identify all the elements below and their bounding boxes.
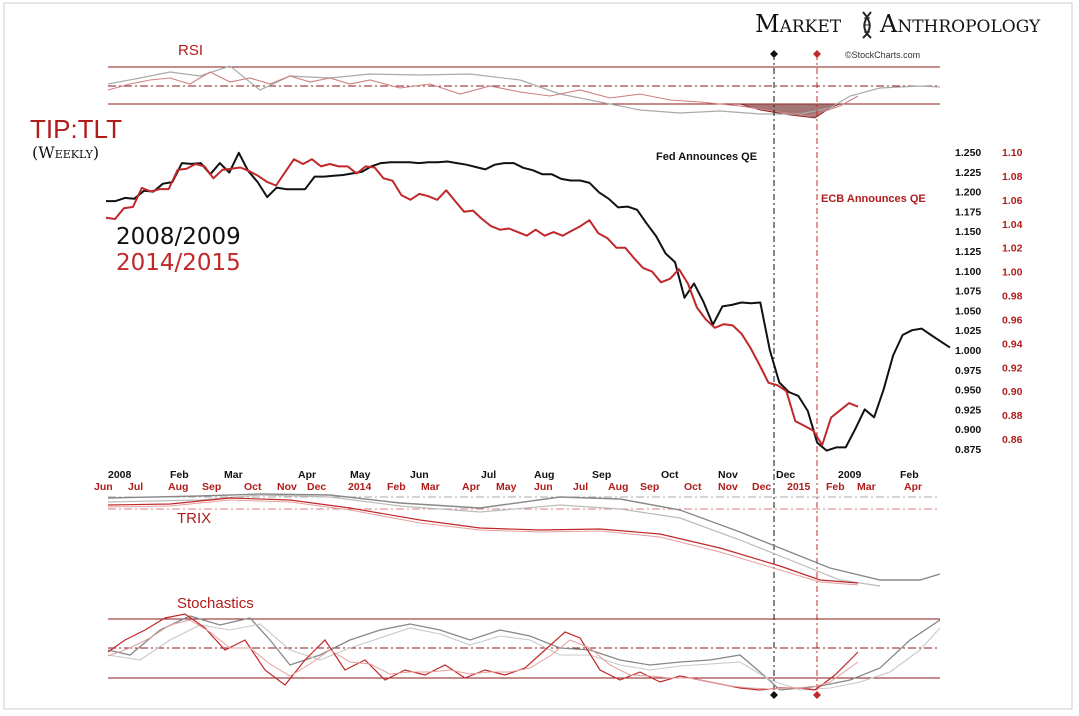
y-tick-black: 1.075 xyxy=(955,286,981,298)
x-tick-black: 2009 xyxy=(838,469,862,481)
x-tick-black: Dec xyxy=(776,469,795,481)
ecb-qe-marker-diamond-bottom xyxy=(813,691,821,699)
x-tick-red: Dec xyxy=(752,481,771,493)
chart-title: TIP:TLT xyxy=(30,114,122,144)
y-tick-red: 0.88 xyxy=(1002,410,1023,422)
price-series-layer xyxy=(105,151,951,452)
annotation-fed-qe: Fed Announces QE xyxy=(656,151,757,163)
y-tick-red: 0.94 xyxy=(1002,338,1023,350)
legend-2014-2015: 2014/2015 xyxy=(116,250,241,276)
x-tick-black: Aug xyxy=(534,469,554,481)
x-tick-black: May xyxy=(350,469,371,481)
y-tick-black: 0.900 xyxy=(955,424,981,436)
brand-name-anthropology: Anthropology xyxy=(879,10,1041,38)
trix-panel-title: TRIX xyxy=(177,510,211,527)
ecb-qe-marker-diamond-top xyxy=(813,50,821,58)
x-tick-red: Apr xyxy=(904,481,922,493)
x-tick-black: Mar xyxy=(224,469,243,481)
x-tick-red: 2015 xyxy=(787,481,811,493)
series-line-2014-2015 xyxy=(105,158,859,446)
fed-qe-marker-diamond-bottom xyxy=(770,691,778,699)
x-tick-red: Feb xyxy=(387,481,406,493)
y-tick-black: 1.100 xyxy=(955,266,981,278)
x-tick-black: Feb xyxy=(900,469,919,481)
chart-subtitle: (Weekly) xyxy=(32,143,99,162)
y-tick-black: 1.150 xyxy=(955,226,981,238)
x-tick-red: Nov xyxy=(277,481,297,493)
y-tick-red: 0.90 xyxy=(1002,386,1023,398)
x-tick-red: Sep xyxy=(202,481,221,493)
fed-qe-marker-diamond-top xyxy=(770,50,778,58)
x-tick-black: Feb xyxy=(170,469,189,481)
y-tick-red: 1.04 xyxy=(1002,219,1023,231)
y-tick-black: 0.925 xyxy=(955,404,981,416)
trix-panel xyxy=(107,493,941,587)
x-tick-red: May xyxy=(496,481,517,493)
y-tick-black: 0.875 xyxy=(955,444,981,456)
y-tick-black: 1.000 xyxy=(955,345,981,357)
y-tick-red: 1.00 xyxy=(1002,267,1023,279)
y-tick-red: 0.86 xyxy=(1002,434,1023,446)
x-tick-red: Aug xyxy=(168,481,188,493)
y-tick-red: 1.02 xyxy=(1002,243,1023,255)
x-tick-black: Oct xyxy=(661,469,679,481)
y-tick-red: 1.08 xyxy=(1002,171,1023,183)
y-tick-black: 1.050 xyxy=(955,305,981,317)
brand-name-market: Market xyxy=(755,10,842,38)
x-tick-black: Apr xyxy=(298,469,316,481)
rsi-panel-title: RSI xyxy=(178,42,203,59)
y-tick-red: 0.98 xyxy=(1002,291,1023,303)
x-tick-black: Nov xyxy=(718,469,738,481)
x-tick-red: Apr xyxy=(462,481,480,493)
y-tick-black: 0.950 xyxy=(955,385,981,397)
x-tick-black: 2008 xyxy=(108,469,132,481)
y-tick-black: 1.250 xyxy=(955,147,981,159)
y-tick-red: 1.10 xyxy=(1002,147,1023,159)
chart-border xyxy=(3,2,1073,710)
stochastics-panel xyxy=(107,613,941,691)
y-tick-red: 1.06 xyxy=(1002,195,1023,207)
x-tick-red: Jul xyxy=(573,481,588,493)
x-tick-red: Oct xyxy=(684,481,702,493)
dna-logo-icon xyxy=(862,11,872,39)
y-axis-2008-2009: 1.250 1.225 1.200 1.175 1.150 1.125 1.100 1.075… xyxy=(955,147,981,456)
stochastics-panel-title: Stochastics xyxy=(177,595,254,612)
y-tick-red: 0.92 xyxy=(1002,362,1023,374)
series-line-2008-2009 xyxy=(106,151,951,452)
y-tick-black: 1.025 xyxy=(955,325,981,337)
x-tick-red: Aug xyxy=(608,481,628,493)
x-tick-red: Jun xyxy=(534,481,553,493)
y-axis-2014-2015: 1.10 1.08 1.06 1.04 1.02 1.00 0.98 0.96 0.94 0.92… xyxy=(1002,147,1023,446)
x-tick-red: Nov xyxy=(718,481,738,493)
x-tick-red: Dec xyxy=(307,481,326,493)
y-tick-black: 0.975 xyxy=(955,365,981,377)
stockcharts-credit: ©StockCharts.com xyxy=(845,50,920,60)
x-tick-black: Sep xyxy=(592,469,611,481)
x-tick-red: Sep xyxy=(640,481,659,493)
x-tick-red: Jun xyxy=(94,481,113,493)
y-tick-black: 1.200 xyxy=(955,187,981,199)
x-tick-red: Mar xyxy=(857,481,876,493)
legend-2008-2009: 2008/2009 xyxy=(116,224,241,250)
x-tick-red: 2014 xyxy=(348,481,372,493)
x-axis-2008-2009: 2008 Feb Mar Apr May Jun Jul Aug Sep Oct Nov Dec 200… xyxy=(108,469,919,481)
x-tick-black: Jul xyxy=(481,469,496,481)
y-tick-black: 1.225 xyxy=(955,167,981,179)
x-tick-red: Jul xyxy=(128,481,143,493)
y-tick-black: 1.175 xyxy=(955,206,981,218)
y-tick-black: 1.125 xyxy=(955,246,981,258)
annotation-ecb-qe: ECB Announces QE xyxy=(821,193,926,205)
x-tick-red: Feb xyxy=(826,481,845,493)
x-tick-red: Mar xyxy=(421,481,440,493)
x-tick-black: Jun xyxy=(410,469,429,481)
x-axis-2014-2015: Jun Jul Aug Sep Oct Nov Dec 2014 Feb Mar Apr May Jun… xyxy=(94,481,922,493)
x-tick-red: Oct xyxy=(244,481,262,493)
y-tick-red: 0.96 xyxy=(1002,314,1023,326)
rsi-panel xyxy=(107,65,941,119)
